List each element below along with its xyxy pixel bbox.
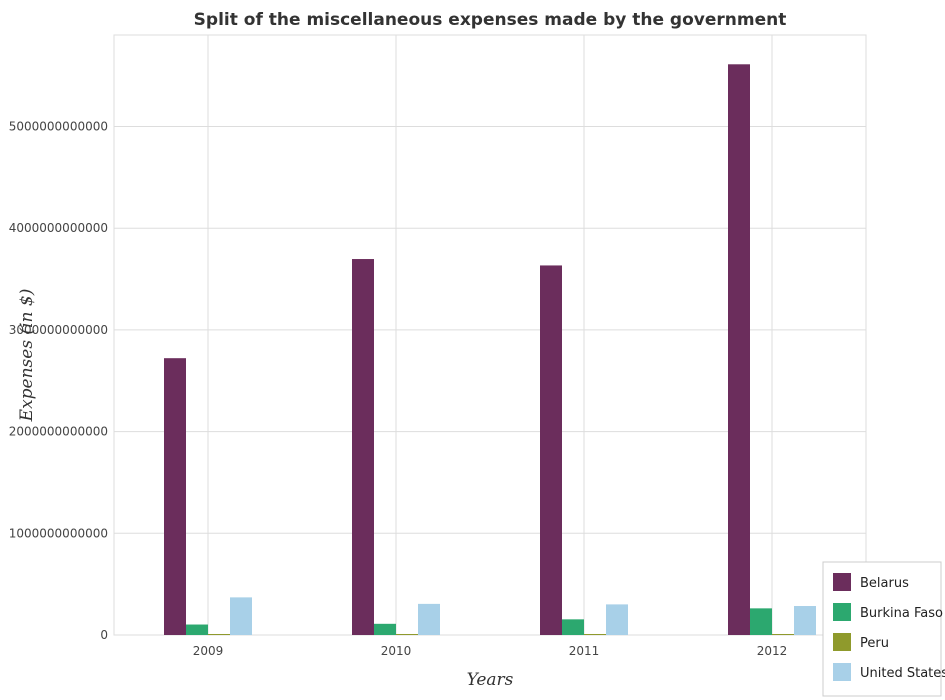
bar-belarus xyxy=(540,265,562,635)
y-axis-ticks: 0 1000000000000 2000000000000 3000000000000… xyxy=(9,120,108,642)
legend-swatch xyxy=(833,663,851,681)
legend-label: Belarus xyxy=(860,576,909,591)
bar-united-states xyxy=(606,604,628,635)
bar-burkina-faso xyxy=(374,623,396,635)
bar-burkina-faso xyxy=(562,619,584,635)
bar-united-states xyxy=(418,603,440,635)
bar-belarus xyxy=(352,259,374,635)
y-tick-label: 1000000000000 xyxy=(9,526,108,540)
legend-label: Burkina Faso xyxy=(860,606,943,621)
bar-burkina-faso xyxy=(186,624,208,635)
legend-swatch xyxy=(833,633,851,651)
y-tick-label: 0 xyxy=(100,628,108,642)
x-tick-label: 2011 xyxy=(569,644,600,658)
bar-peru xyxy=(396,634,418,635)
bar-peru xyxy=(584,634,606,635)
grid-lines xyxy=(113,34,867,636)
y-tick-label: 3000000000000 xyxy=(9,323,108,337)
bars xyxy=(164,64,816,635)
bar-burkina-faso xyxy=(750,608,772,635)
x-tick-label: 2012 xyxy=(757,644,788,658)
y-tick-label: 5000000000000 xyxy=(9,120,108,134)
y-tick-label: 4000000000000 xyxy=(9,221,108,235)
bar-peru xyxy=(208,634,230,635)
legend-swatch xyxy=(833,573,851,591)
x-axis-label: Years xyxy=(467,670,514,690)
x-axis-ticks: 2009 2010 2011 2012 xyxy=(193,644,788,658)
plot-frame xyxy=(113,34,867,636)
bar-belarus xyxy=(164,358,186,635)
bar-belarus xyxy=(728,64,750,635)
bar-united-states xyxy=(794,606,816,635)
chart-title: Split of the miscellaneous expenses made… xyxy=(194,10,787,30)
y-axis-label: Expenses (in $) xyxy=(17,289,37,423)
legend-label: Peru xyxy=(860,636,889,651)
legend-label: United States xyxy=(860,666,945,681)
x-tick-label: 2010 xyxy=(381,644,412,658)
legend-swatch xyxy=(833,603,851,621)
y-tick-label: 2000000000000 xyxy=(9,425,108,439)
bar-peru xyxy=(772,634,794,635)
legend: Belarus Burkina Faso Peru United States xyxy=(822,561,945,697)
bar-united-states xyxy=(230,597,252,635)
x-tick-label: 2009 xyxy=(193,644,224,658)
